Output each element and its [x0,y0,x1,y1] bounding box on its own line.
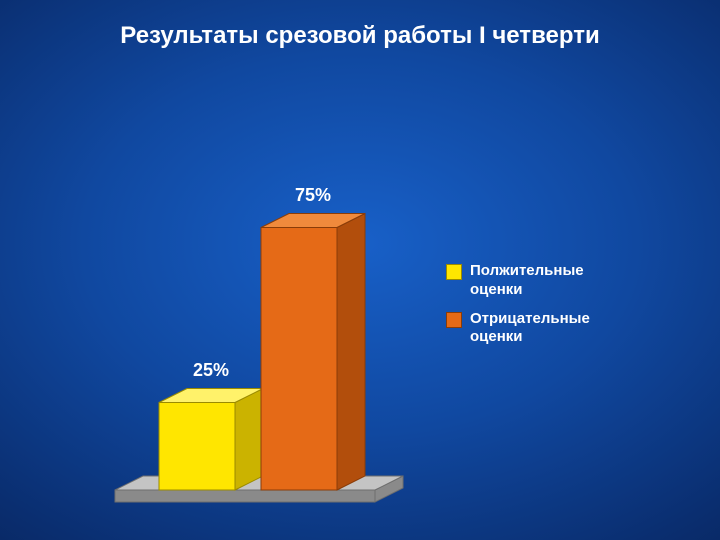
legend: Полжительныеоценки Отрицательныеоценки [446,262,590,357]
legend-swatch [446,264,462,280]
bar-front [261,228,337,491]
legend-item: Полжительныеоценки [446,262,590,300]
bar-chart-3d [0,0,720,540]
slide: Результаты срезовой работы I четверти По… [0,0,720,540]
legend-label: Полжительныеоценки [470,262,584,300]
legend-label: Отрицательныеоценки [470,310,590,348]
chart-svg [0,0,720,540]
bar-data-label: 75% [295,185,331,206]
chart-floor-front [115,490,375,502]
legend-swatch [446,312,462,328]
bar-side [337,214,365,491]
bar-front [159,403,235,491]
bar-side [235,389,263,491]
bar-data-label: 25% [193,360,229,381]
legend-item: Отрицательныеоценки [446,310,590,348]
